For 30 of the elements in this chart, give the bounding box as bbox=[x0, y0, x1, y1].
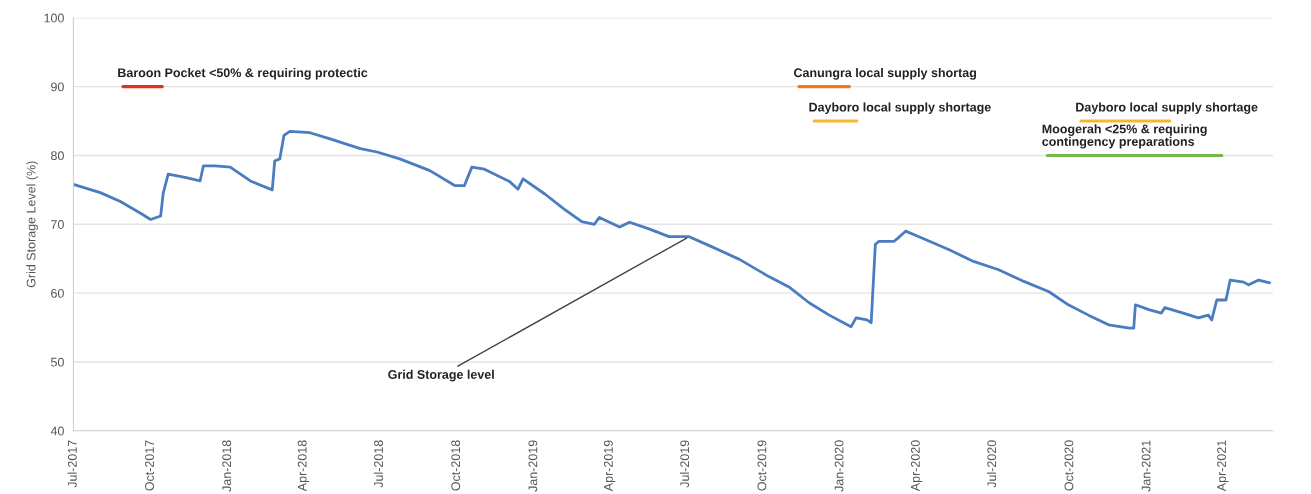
x-tick-label: Jan-2019 bbox=[528, 440, 538, 492]
series-label: Moogerah <25% & requiring contingency preparations bbox=[1042, 124, 1207, 149]
x-tick-label: Oct-2018 bbox=[451, 440, 461, 491]
y-tick-label: 90 bbox=[51, 82, 64, 92]
x-tick-label: Jan-2018 bbox=[222, 440, 232, 492]
y-tick-label: 80 bbox=[51, 151, 64, 161]
x-tick-label: Jul-2017 bbox=[67, 440, 77, 488]
y-tick-label: 50 bbox=[50, 357, 64, 367]
x-tick-label: Apr-2019 bbox=[603, 440, 616, 492]
y-axis-title: Grid Storage Level (%) bbox=[26, 161, 38, 288]
x-tick-label: Jul-2020 bbox=[986, 440, 997, 488]
annotation: Grid Storage level bbox=[388, 369, 494, 382]
x-tick-label: Jul-2018 bbox=[373, 440, 383, 488]
x-tick-label: Jan-2021 bbox=[1141, 440, 1151, 492]
x-tick-label: Jan-2020 bbox=[834, 440, 844, 492]
series-label: Dayboro local supply shortage bbox=[1076, 102, 1258, 115]
x-tick-label: Apr-2020 bbox=[910, 440, 923, 492]
y-tick-label: 70 bbox=[51, 220, 64, 229]
x-tick-label: Oct-2019 bbox=[757, 440, 767, 491]
series-label: Dayboro local supply shortage bbox=[809, 102, 991, 115]
series-label: Canungra local supply shortag bbox=[793, 67, 976, 80]
y-tick-label: 100 bbox=[44, 13, 64, 23]
y-tick-label: 60 bbox=[51, 288, 64, 298]
series-label: Baroon Pocket <50% & requiring protectic bbox=[118, 67, 368, 80]
x-tick-label: Apr-2021 bbox=[1217, 440, 1229, 492]
x-tick-label: Jul-2019 bbox=[679, 440, 690, 488]
x-tick-label: Apr-2018 bbox=[297, 440, 310, 492]
y-tick-label: 40 bbox=[50, 426, 64, 436]
x-tick-label: Oct-2020 bbox=[1064, 440, 1074, 491]
x-tick-label: Oct-2017 bbox=[145, 440, 154, 491]
